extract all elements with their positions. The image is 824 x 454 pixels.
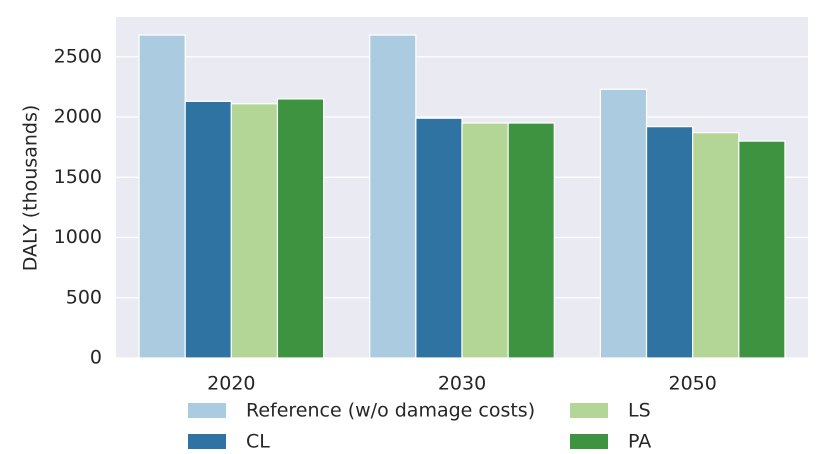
legend-swatch [188, 434, 226, 449]
x-axis-ticks: 2020 2030 2050 [207, 373, 717, 395]
y-axis-label: DALY (thousands) [20, 105, 42, 272]
y-axis-ticks: 0 500 1000 1500 2000 2500 [54, 45, 102, 368]
x-tick-label: 2050 [668, 373, 716, 395]
legend-label: CL [246, 431, 270, 453]
legend-label: PA [628, 431, 651, 453]
y-tick-label: 2500 [54, 45, 102, 67]
x-tick-label: 2030 [438, 373, 486, 395]
y-tick-label: 2000 [54, 106, 102, 128]
legend-swatch [570, 403, 608, 418]
y-tick-label: 1500 [54, 166, 102, 188]
bar-reference-w-o-damage-costs-2050 [599, 88, 648, 359]
bar-ls-2030 [461, 122, 509, 359]
bar-reference-w-o-damage-costs-2030 [369, 34, 417, 359]
y-tick-label: 500 [66, 286, 102, 308]
legend-swatch [570, 434, 608, 449]
legend-swatch [188, 403, 226, 418]
legend-label: Reference (w/o damage costs) [246, 400, 535, 422]
y-tick-label: 1000 [54, 226, 102, 248]
legend: Reference (w/o damage costs) CL LS PA [188, 400, 651, 453]
bar-cl-2020 [184, 100, 232, 359]
bar-cl-2050 [645, 126, 694, 359]
x-tick-label: 2020 [207, 373, 255, 395]
bar-ls-2050 [692, 132, 740, 359]
bar-cl-2030 [415, 117, 463, 359]
bar-pa-2030 [507, 122, 555, 359]
bars [138, 34, 786, 359]
bar-reference-w-o-damage-costs-2020 [138, 34, 186, 359]
bar-pa-2020 [276, 98, 325, 359]
legend-label: LS [628, 400, 651, 422]
bar-pa-2050 [738, 140, 786, 359]
y-tick-label: 0 [90, 347, 102, 369]
bar-ls-2020 [230, 103, 279, 359]
